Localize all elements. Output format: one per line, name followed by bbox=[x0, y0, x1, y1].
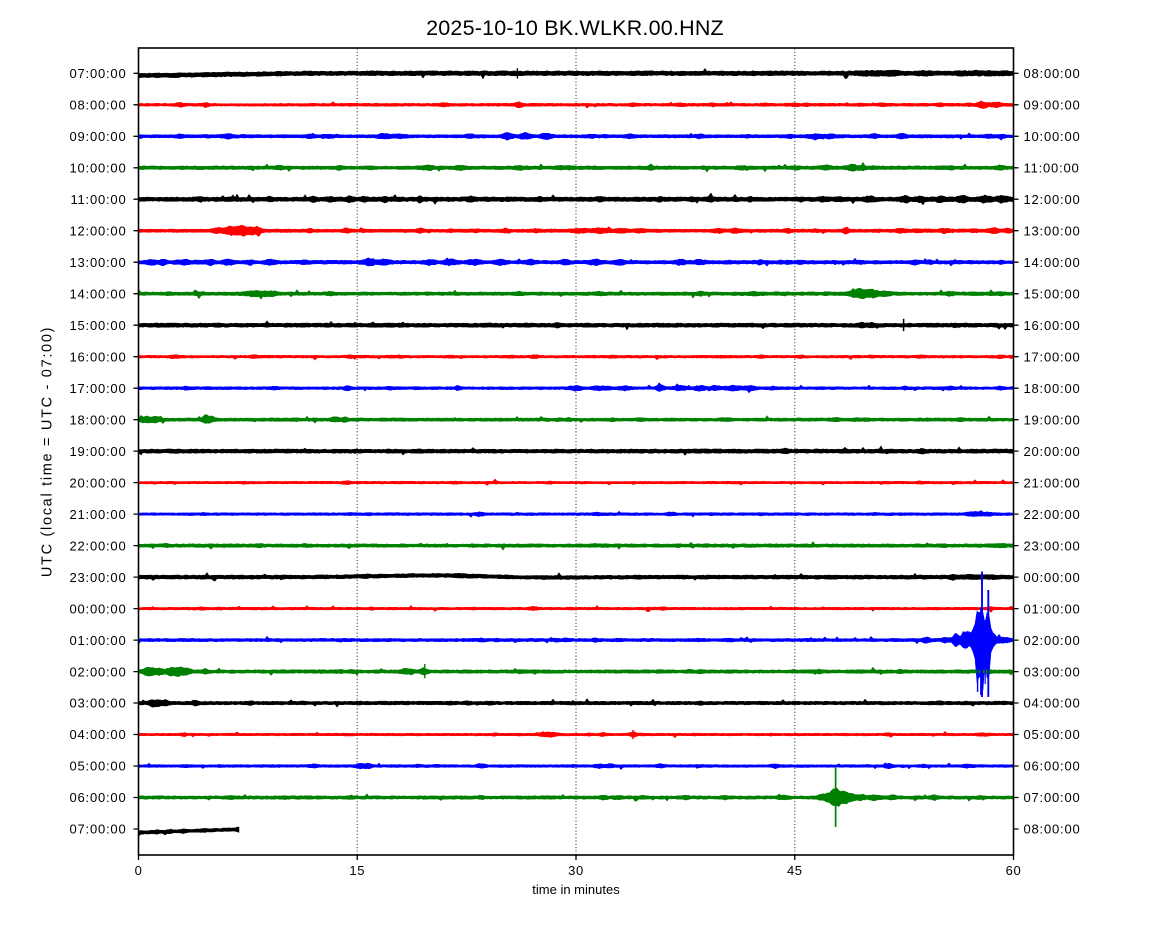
svg-text:07:00:00: 07:00:00 bbox=[1024, 790, 1081, 805]
svg-text:23:00:00: 23:00:00 bbox=[1024, 538, 1081, 553]
svg-text:11:00:00: 11:00:00 bbox=[1024, 161, 1080, 176]
svg-text:03:00:00: 03:00:00 bbox=[69, 696, 126, 711]
svg-text:15:00:00: 15:00:00 bbox=[1024, 286, 1081, 301]
svg-text:12:00:00: 12:00:00 bbox=[1024, 192, 1081, 207]
svg-text:08:00:00: 08:00:00 bbox=[69, 98, 126, 113]
svg-text:05:00:00: 05:00:00 bbox=[69, 759, 126, 774]
svg-text:UTC (local time = UTC - 07:00): UTC (local time = UTC - 07:00) bbox=[40, 326, 56, 577]
svg-text:02:00:00: 02:00:00 bbox=[1024, 633, 1081, 648]
svg-text:15:00:00: 15:00:00 bbox=[69, 318, 126, 333]
svg-text:time in minutes: time in minutes bbox=[532, 882, 620, 897]
svg-text:17:00:00: 17:00:00 bbox=[69, 381, 126, 396]
svg-text:14:00:00: 14:00:00 bbox=[1024, 255, 1081, 270]
svg-text:18:00:00: 18:00:00 bbox=[69, 412, 126, 427]
svg-text:20:00:00: 20:00:00 bbox=[1024, 444, 1081, 459]
svg-text:00:00:00: 00:00:00 bbox=[1024, 570, 1081, 585]
svg-text:01:00:00: 01:00:00 bbox=[1024, 601, 1081, 616]
svg-text:22:00:00: 22:00:00 bbox=[69, 538, 126, 553]
svg-text:23:00:00: 23:00:00 bbox=[69, 570, 126, 585]
svg-text:08:00:00: 08:00:00 bbox=[1024, 822, 1081, 837]
svg-text:09:00:00: 09:00:00 bbox=[69, 129, 126, 144]
svg-text:17:00:00: 17:00:00 bbox=[1024, 349, 1081, 364]
svg-text:30: 30 bbox=[568, 863, 584, 878]
svg-text:07:00:00: 07:00:00 bbox=[69, 66, 126, 81]
svg-text:15: 15 bbox=[349, 863, 365, 878]
svg-text:14:00:00: 14:00:00 bbox=[69, 286, 126, 301]
svg-text:04:00:00: 04:00:00 bbox=[69, 727, 126, 742]
svg-text:10:00:00: 10:00:00 bbox=[1024, 129, 1081, 144]
svg-text:12:00:00: 12:00:00 bbox=[69, 223, 126, 238]
svg-text:13:00:00: 13:00:00 bbox=[1024, 223, 1081, 238]
svg-text:10:00:00: 10:00:00 bbox=[69, 161, 126, 176]
svg-text:05:00:00: 05:00:00 bbox=[1024, 727, 1081, 742]
svg-text:60: 60 bbox=[1006, 863, 1022, 878]
svg-text:0: 0 bbox=[135, 863, 143, 878]
svg-text:22:00:00: 22:00:00 bbox=[1024, 507, 1081, 522]
svg-text:16:00:00: 16:00:00 bbox=[69, 349, 126, 364]
svg-text:06:00:00: 06:00:00 bbox=[69, 790, 126, 805]
svg-text:20:00:00: 20:00:00 bbox=[69, 475, 126, 490]
svg-text:06:00:00: 06:00:00 bbox=[1024, 759, 1081, 774]
svg-text:07:00:00: 07:00:00 bbox=[69, 822, 126, 837]
svg-text:09:00:00: 09:00:00 bbox=[1024, 98, 1081, 113]
svg-text:21:00:00: 21:00:00 bbox=[1024, 475, 1081, 490]
svg-text:21:00:00: 21:00:00 bbox=[69, 507, 126, 522]
svg-text:45: 45 bbox=[787, 863, 803, 878]
svg-text:13:00:00: 13:00:00 bbox=[69, 255, 126, 270]
svg-text:00:00:00: 00:00:00 bbox=[69, 601, 126, 616]
svg-text:19:00:00: 19:00:00 bbox=[1024, 412, 1081, 427]
svg-text:03:00:00: 03:00:00 bbox=[1024, 664, 1081, 679]
svg-text:2025-10-10 BK.WLKR.00.HNZ: 2025-10-10 BK.WLKR.00.HNZ bbox=[426, 16, 724, 40]
svg-text:01:00:00: 01:00:00 bbox=[69, 633, 126, 648]
svg-text:11:00:00: 11:00:00 bbox=[70, 192, 126, 207]
svg-text:18:00:00: 18:00:00 bbox=[1024, 381, 1081, 396]
svg-text:04:00:00: 04:00:00 bbox=[1024, 696, 1081, 711]
svg-text:08:00:00: 08:00:00 bbox=[1024, 66, 1081, 81]
svg-text:16:00:00: 16:00:00 bbox=[1024, 318, 1081, 333]
svg-text:02:00:00: 02:00:00 bbox=[69, 664, 126, 679]
svg-text:19:00:00: 19:00:00 bbox=[69, 444, 126, 459]
